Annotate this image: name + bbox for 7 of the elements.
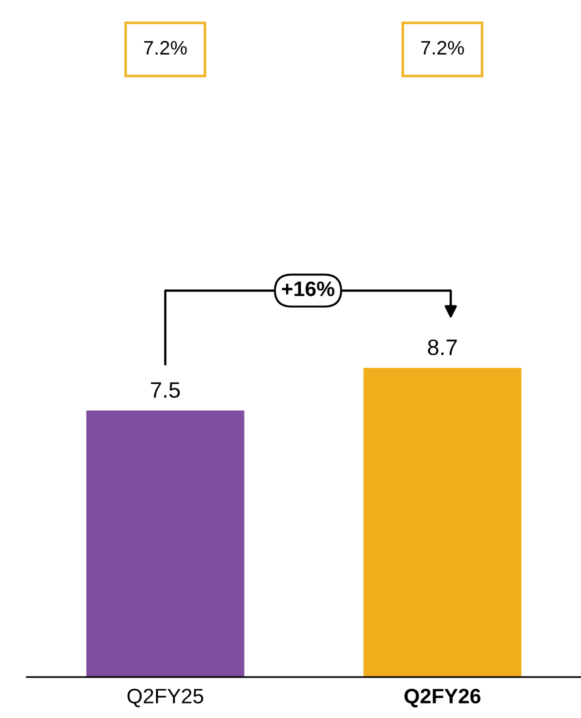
text: 7.2% bbox=[144, 40, 187, 55]
text: 7.2% bbox=[421, 40, 464, 55]
x-tick-label: Q2FY26 bbox=[404, 688, 480, 708]
x-tick-label: Q2FY25 bbox=[127, 688, 204, 708]
data-label: 7.5 bbox=[150, 382, 180, 398]
text: +16% bbox=[282, 281, 334, 296]
data-label: 8.7 bbox=[428, 339, 457, 356]
